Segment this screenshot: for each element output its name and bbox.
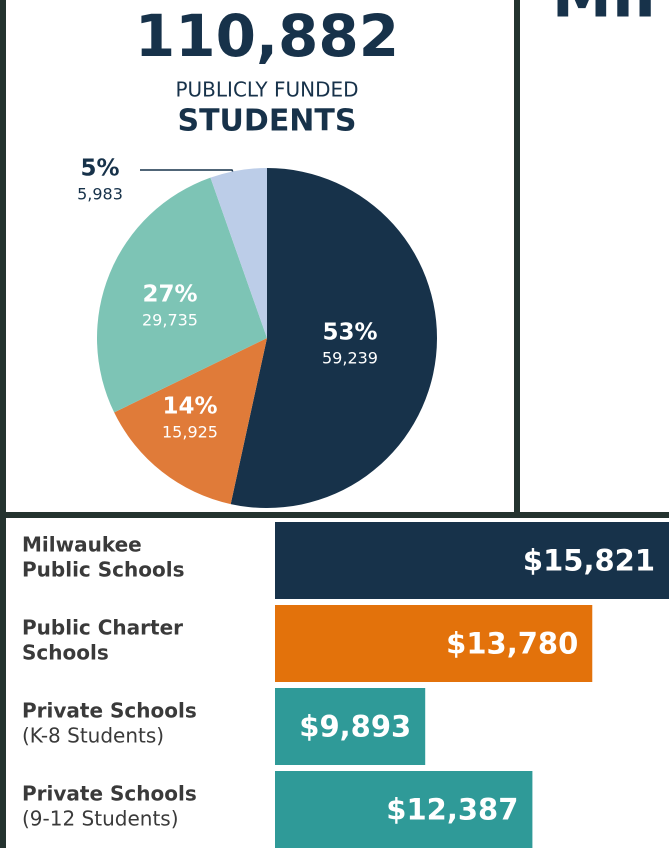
bar <box>275 522 669 599</box>
bar <box>275 771 533 848</box>
bar-value-label: $12,387 <box>386 793 518 827</box>
bar <box>275 605 593 682</box>
bar-value-label: $13,780 <box>446 627 578 661</box>
bar-value-label: $15,821 <box>523 544 655 578</box>
value-label: 59,239 <box>322 349 378 368</box>
bar <box>275 688 426 765</box>
chart-title: 110,882 <box>135 2 399 70</box>
share-label: 27% <box>142 282 197 308</box>
value-label: 29,735 <box>142 311 198 330</box>
category-label: Private Schools <box>22 699 197 723</box>
value-label: 15,925 <box>162 423 218 442</box>
value-label: 5,983 <box>77 185 123 204</box>
pie-slice <box>230 168 437 508</box>
bar-value-label: $9,893 <box>299 710 411 744</box>
category-label: (K-8 Students) <box>22 724 164 748</box>
pie-slice <box>114 338 267 505</box>
category-label: Public Charter <box>22 616 183 640</box>
header-fragment: MII <box>552 0 656 32</box>
category-label: Private Schools <box>22 782 197 806</box>
category-label: Public Schools <box>22 558 184 582</box>
category-label: Schools <box>22 641 109 665</box>
category-label: (9-12 Students) <box>22 807 179 831</box>
pie-slice <box>210 168 267 338</box>
share-label: 53% <box>322 320 377 346</box>
subtitle: PUBLICLY FUNDED <box>175 78 358 102</box>
pie-slice <box>96 177 267 413</box>
share-label: 5% <box>80 156 119 182</box>
subtitle: STUDENTS <box>177 104 356 139</box>
side-panel <box>520 0 669 512</box>
category-label: Milwaukee <box>22 533 142 557</box>
share-label: 14% <box>162 394 217 420</box>
